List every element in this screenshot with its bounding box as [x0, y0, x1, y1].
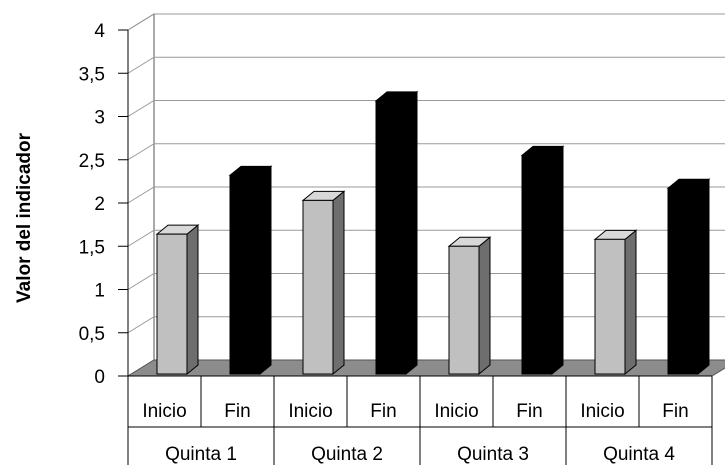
y-axis-label: Valor del indicador: [14, 132, 35, 303]
bar-front: [521, 154, 553, 375]
category-label: Fin: [370, 401, 396, 422]
category-label: Fin: [224, 401, 250, 422]
gridlines: [127, 13, 725, 334]
y-tick-label: 2: [94, 194, 105, 215]
bar-fin: [666, 178, 711, 376]
gridline: [127, 100, 725, 117]
bar-side: [478, 236, 491, 376]
category-label: Inicio: [434, 401, 478, 422]
bar-fin: [228, 165, 273, 376]
bar-side: [624, 229, 637, 376]
category-label: Inicio: [288, 401, 332, 422]
gridline: [127, 13, 725, 31]
group-label: Quinta 3: [457, 444, 529, 465]
bar-side: [405, 90, 418, 376]
bar-side: [697, 178, 710, 376]
y-tick-label: 2,5: [79, 151, 105, 172]
bar-front: [375, 100, 407, 375]
category-label: Fin: [662, 401, 688, 422]
gridline: [127, 56, 725, 74]
bar-side: [186, 224, 199, 376]
bar-inicio: [593, 229, 638, 376]
bar-front: [448, 245, 480, 375]
bar-fin: [374, 90, 419, 376]
bar-front: [229, 174, 261, 375]
category-labels: Inicio Fin Inicio Fin Inicio Fin Inicio Fin: [142, 401, 688, 422]
bar-side: [551, 145, 564, 376]
gridline: [127, 143, 725, 161]
bar-front: [156, 233, 188, 375]
y-tick-label: 0,5: [79, 324, 105, 345]
category-label: Fin: [516, 401, 542, 422]
group-label: Quinta 1: [165, 444, 237, 465]
y-tick-label: 4: [94, 21, 105, 42]
group-label: Quinta 2: [311, 444, 383, 465]
bar-inicio: [301, 190, 346, 376]
group-labels: Quinta 1 Quinta 2 Quinta 3 Quinta 4: [165, 444, 675, 465]
y-tick-label: 1: [94, 281, 105, 302]
bars: [155, 90, 711, 376]
y-tick-label: 0: [94, 367, 105, 388]
bar-side: [332, 190, 345, 376]
bar-inicio: [447, 236, 492, 376]
bar-side: [259, 165, 272, 376]
bar-fin: [520, 145, 565, 376]
bar-inicio: [155, 224, 200, 376]
y-tick-label: 1,5: [79, 237, 105, 258]
bar-front: [667, 187, 699, 375]
y-tick-label: 3: [94, 108, 105, 129]
bar-front: [594, 238, 626, 375]
category-label: Inicio: [142, 401, 186, 422]
category-label: Inicio: [580, 401, 624, 422]
bar-front: [302, 199, 334, 375]
axes: [118, 29, 713, 465]
y-tick-label: 3,5: [79, 64, 105, 85]
group-label: Quinta 4: [603, 444, 675, 465]
y-tick-labels: 0 0,5 1 1,5 2 2,5 3 3,5 4: [79, 21, 106, 388]
